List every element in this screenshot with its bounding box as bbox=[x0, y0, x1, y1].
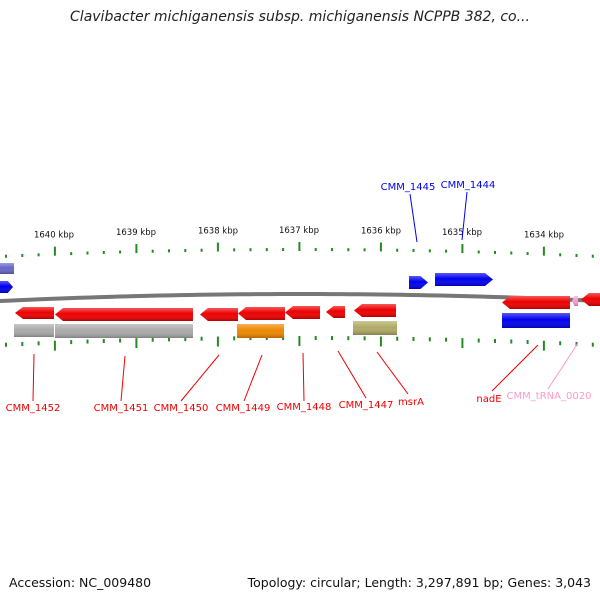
tick-row-top bbox=[5, 242, 594, 258]
leader-line bbox=[376, 351, 409, 395]
scale-tick-label: 1634 kbp bbox=[524, 231, 564, 241]
gene-bar-shading bbox=[502, 313, 570, 328]
leader-line bbox=[32, 353, 35, 402]
leader-line bbox=[120, 355, 126, 402]
scale-tick-label: 1637 kbp bbox=[279, 226, 319, 236]
scale-tick-label: 1636 kbp bbox=[361, 227, 401, 237]
gene-label[interactable]: CMM_1452 bbox=[6, 403, 61, 414]
topology-text: Topology: circular; Length: 3,297,891 bp… bbox=[247, 575, 591, 590]
genome-title: Clavibacter michiganensis subsp. michiga… bbox=[70, 9, 530, 25]
gene-arrow-cmm-1448-shading bbox=[285, 306, 320, 319]
leader-line bbox=[461, 191, 468, 241]
gene-label[interactable]: CMM_1447 bbox=[339, 400, 394, 411]
gene-arrow-shading bbox=[0, 281, 13, 293]
leader-line bbox=[180, 354, 220, 402]
tick-row-bottom bbox=[5, 336, 594, 351]
scale-labels: 1640 kbp 1639 kbp 1638 kbp 1637 kbp 1636 kbp… bbox=[34, 226, 564, 241]
scale-tick-label: 1640 kbp bbox=[34, 231, 74, 241]
leader-line bbox=[491, 344, 539, 392]
scale-tick-label: 1638 kbp bbox=[198, 227, 238, 237]
gene-label[interactable]: CMM_1449 bbox=[216, 403, 271, 414]
gene-label[interactable]: CMM_tRNA_0020 bbox=[507, 391, 592, 402]
genome-backbone bbox=[0, 291, 600, 304]
gene-arrow-cmm-1447-shading bbox=[326, 306, 345, 318]
gene-label[interactable]: CMM_1451 bbox=[94, 403, 149, 414]
leader-line bbox=[302, 352, 305, 402]
scale-tick-label: 1639 kbp bbox=[116, 228, 156, 238]
gene-label[interactable]: CMM_1448 bbox=[277, 402, 332, 413]
label-leaders bbox=[32, 191, 579, 402]
gene-arrow-cmm-1452-shading bbox=[15, 307, 54, 319]
gene-arrow-cmm-1445-shading bbox=[409, 276, 428, 289]
gene-label[interactable]: nadE bbox=[476, 394, 501, 405]
scale-tick-label: 1635 kbp bbox=[442, 228, 482, 238]
gene-bar-shading bbox=[237, 324, 284, 338]
accession-text: Accession: NC_009480 bbox=[9, 575, 152, 590]
leader-line bbox=[547, 342, 579, 390]
gene-bar-shading bbox=[14, 324, 54, 337]
gene-label[interactable]: msrA bbox=[398, 397, 424, 408]
gene-labels: CMM_1445 CMM_1444 CMM_1452 CMM_1451 CMM_1450… bbox=[6, 180, 592, 414]
gene-arrow-msra-shading bbox=[354, 304, 396, 317]
leader-line bbox=[337, 350, 367, 399]
gene-label[interactable]: CMM_1445 bbox=[381, 182, 436, 193]
gene-arrow-cmm-1444-shading bbox=[435, 273, 493, 286]
gene-arrow-cmm-1450-shading bbox=[200, 308, 238, 321]
gene-label[interactable]: CMM_1450 bbox=[154, 403, 209, 414]
gene-arrow-cmm-1449-shading bbox=[238, 307, 285, 320]
feature-track bbox=[0, 263, 600, 338]
gene-arrow-trna-shading bbox=[572, 296, 578, 306]
gene-label[interactable]: CMM_1444 bbox=[441, 180, 496, 191]
gene-bar-shading bbox=[353, 321, 397, 335]
leader-line bbox=[243, 354, 263, 402]
gene-arrow-cmm-1451-shading bbox=[55, 308, 193, 321]
gene-arrow-nade-shading bbox=[502, 296, 570, 309]
gene-arrow-shading bbox=[581, 293, 600, 306]
gene-bar-shading bbox=[55, 324, 193, 338]
leader-line bbox=[409, 193, 418, 243]
gene-arrow-shading bbox=[0, 263, 14, 274]
